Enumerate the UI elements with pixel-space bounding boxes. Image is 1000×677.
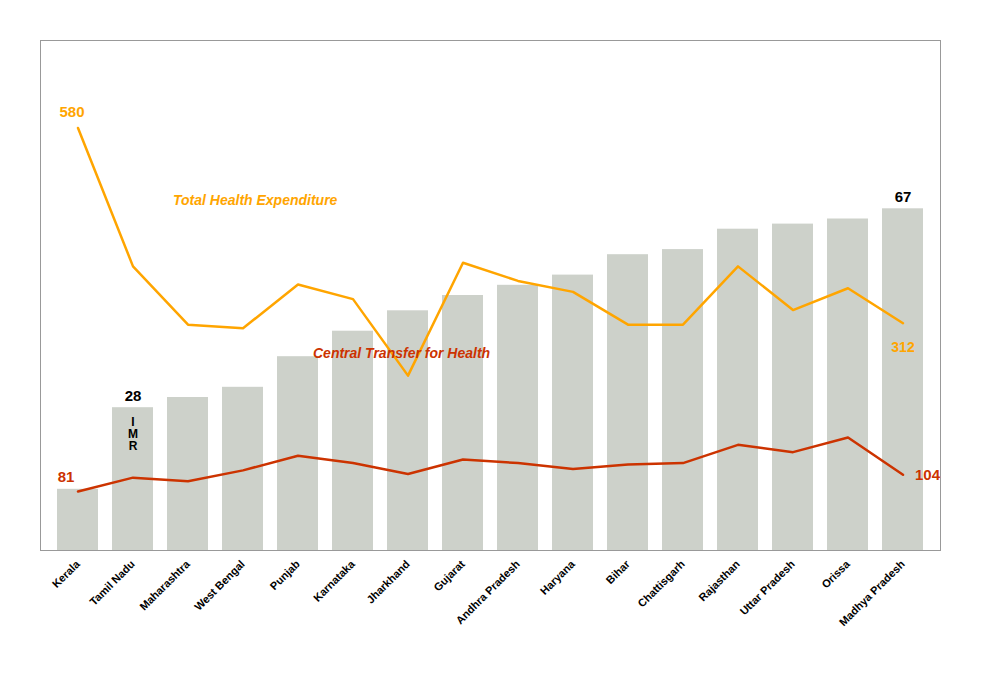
svg-text:Punjab: Punjab xyxy=(267,558,302,593)
svg-text:Chattisgarh: Chattisgarh xyxy=(635,558,687,610)
svg-text:Maharashtra: Maharashtra xyxy=(137,557,192,612)
svg-text:Haryana: Haryana xyxy=(538,557,578,597)
svg-text:Tamil Nadu: Tamil Nadu xyxy=(87,558,137,608)
svg-text:Total Health Expenditure: Total Health Expenditure xyxy=(173,192,338,208)
svg-text:Andhra Pradesh: Andhra Pradesh xyxy=(453,558,522,627)
svg-text:Rajasthan: Rajasthan xyxy=(696,558,742,604)
svg-text:IMR: IMR xyxy=(128,415,138,453)
svg-text:West Bengal: West Bengal xyxy=(192,558,247,613)
svg-text:312: 312 xyxy=(891,339,915,355)
svg-text:Gujarat: Gujarat xyxy=(431,558,467,594)
svg-text:Uttar Pradesh: Uttar Pradesh xyxy=(737,558,797,618)
svg-text:Central Transfer for Health: Central Transfer for Health xyxy=(313,345,490,361)
svg-text:Madhya Pradesh: Madhya Pradesh xyxy=(837,558,907,628)
svg-text:Bihar: Bihar xyxy=(604,557,633,586)
svg-text:104: 104 xyxy=(915,466,941,483)
svg-text:67: 67 xyxy=(895,188,912,205)
svg-text:Orissa: Orissa xyxy=(819,557,852,590)
svg-text:580: 580 xyxy=(59,103,84,120)
svg-text:Kerala: Kerala xyxy=(50,557,83,590)
svg-text:81: 81 xyxy=(58,468,75,485)
svg-text:Karnataka: Karnataka xyxy=(311,557,358,604)
svg-text:28: 28 xyxy=(125,387,142,404)
svg-text:Jharkhand: Jharkhand xyxy=(364,558,412,606)
